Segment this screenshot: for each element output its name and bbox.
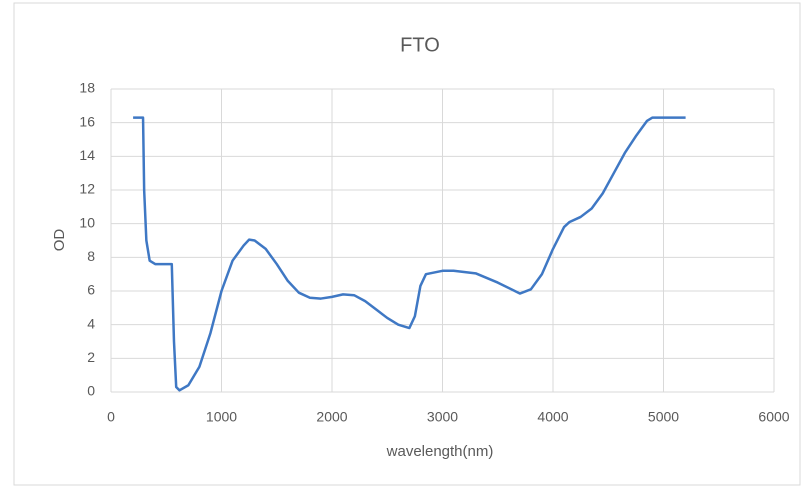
chart-border	[13, 2, 801, 486]
x-tick-label: 0	[107, 409, 115, 425]
y-tick-label: 0	[87, 383, 95, 399]
y-tick-label: 8	[87, 248, 95, 264]
x-tick-label: 3000	[427, 409, 458, 425]
y-tick-label: 2	[87, 349, 95, 365]
y-tick-label: 10	[79, 214, 95, 230]
y-tick-label: 18	[79, 80, 95, 96]
x-tick-label: 5000	[648, 409, 679, 425]
x-tick-label: 1000	[206, 409, 237, 425]
y-axis-label: OD	[51, 229, 68, 252]
x-tick-label: 4000	[537, 409, 568, 425]
y-tick-label: 6	[87, 282, 95, 298]
chart-title: FTO	[400, 34, 440, 56]
x-tick-label: 6000	[758, 409, 789, 425]
y-tick-label: 16	[79, 113, 95, 129]
x-axis-label: wavelength(nm)	[386, 443, 494, 460]
y-tick-label: 4	[87, 315, 95, 331]
y-tick-label: 14	[79, 147, 95, 163]
data-line	[133, 116, 686, 392]
y-tick-label: 12	[79, 181, 95, 197]
x-tick-label: 2000	[316, 409, 347, 425]
